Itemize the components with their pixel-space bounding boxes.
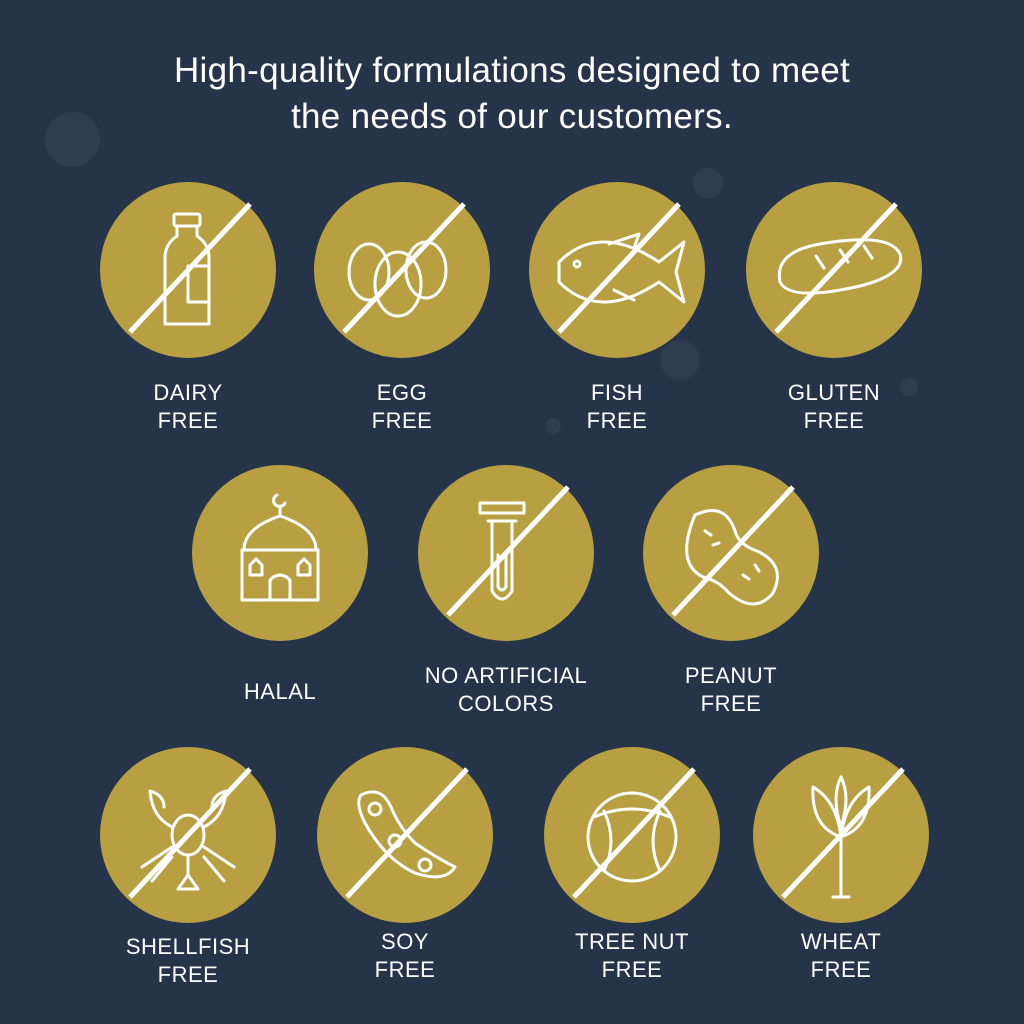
badge-label-line-2: FREE [810, 957, 872, 982]
badge-label: HALAL [160, 678, 400, 706]
badge-label-line-2: FREE [586, 408, 648, 433]
strike-line [781, 767, 905, 899]
badge-fish [529, 182, 705, 358]
milk-bottle-icon [128, 202, 252, 334]
badge-circle [192, 465, 368, 641]
bread-icon [774, 202, 903, 334]
badge-label-line-1: TREE NUT [575, 929, 689, 954]
lobster-icon [128, 767, 252, 899]
test-tube-icon [446, 485, 570, 617]
badge-label-line-2: COLORS [458, 691, 554, 716]
badge-mosque [192, 465, 368, 641]
decor-blob [660, 340, 700, 380]
badge-label-line-2: FREE [601, 957, 663, 982]
badge-soybean [317, 747, 493, 923]
headline: High-quality formulations designed to me… [0, 48, 1024, 140]
badge-label-line-1: FISH [590, 380, 644, 405]
badge-label: GLUTEN FREE [714, 379, 954, 435]
badge-label-line-2: FREE [700, 691, 762, 716]
headline-line-2: the needs of our customers. [291, 97, 733, 136]
badge-label-line-1: EGG [376, 380, 428, 405]
badge-label-line-2: FREE [371, 408, 433, 433]
badge-label-line-1: SHELLFISH [125, 934, 251, 959]
badge-label: SHELLFISH FREE [68, 933, 308, 989]
strike-line [671, 485, 795, 617]
decor-blob [693, 168, 723, 198]
mosque-icon [240, 493, 320, 602]
decor-blob [545, 418, 561, 434]
badge-label-line-2: FREE [157, 962, 219, 987]
badge-milk-bottle [100, 182, 276, 358]
badge-label: FISH FREE [497, 379, 737, 435]
badge-label-line-1: HALAL [243, 679, 317, 704]
badge-label-line-1: NO ARTIFICIAL [424, 663, 588, 688]
strike-line [446, 485, 570, 617]
badge-label-line-1: PEANUT [684, 663, 778, 688]
decor-blob [45, 112, 100, 167]
badge-lobster [100, 747, 276, 923]
badge-label-line-1: WHEAT [800, 929, 882, 954]
strike-line [128, 767, 252, 899]
strike-line [128, 202, 252, 334]
badge-label: TREE NUT FREE [512, 928, 752, 984]
badge-wheat [753, 747, 929, 923]
badge-label-line-1: SOY [381, 929, 429, 954]
strike-line [572, 767, 696, 899]
eggs-icon [342, 202, 466, 334]
strike-line [774, 202, 898, 334]
badge-label: SOY FREE [285, 928, 525, 984]
badge-label-line-1: DAIRY [153, 380, 223, 405]
soybean-icon [345, 767, 469, 899]
badge-test-tube [418, 465, 594, 641]
badge-label-line-2: FREE [374, 957, 436, 982]
badge-label: WHEAT FREE [721, 928, 961, 984]
badge-peanut [643, 465, 819, 641]
strike-line [557, 202, 681, 334]
decor-blob [900, 378, 918, 396]
badge-hazelnut [544, 747, 720, 923]
badge-label-line-2: FREE [157, 408, 219, 433]
badge-label: DAIRY FREE [68, 379, 308, 435]
wheat-icon [781, 767, 905, 899]
hazelnut-icon [572, 767, 696, 899]
badge-label-line-1: GLUTEN [787, 380, 881, 405]
badge-eggs [314, 182, 490, 358]
fish-icon [557, 202, 686, 334]
strike-line [345, 767, 469, 899]
badge-label: PEANUT FREE [611, 662, 851, 718]
headline-line-1: High-quality formulations designed to me… [173, 51, 850, 90]
strike-line [342, 202, 466, 334]
badge-bread [746, 182, 922, 358]
badge-label-line-2: FREE [803, 408, 865, 433]
badge-label: EGG FREE [282, 379, 522, 435]
badge-label: NO ARTIFICIAL COLORS [386, 662, 626, 718]
peanut-icon [671, 485, 795, 617]
